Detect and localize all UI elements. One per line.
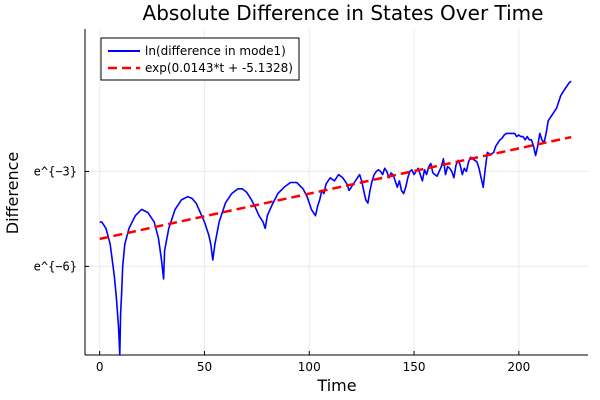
legend-label-0: ln(difference in mode1) (145, 44, 286, 58)
y-axis-label: Difference (3, 152, 22, 234)
x-axis-label: Time (316, 376, 356, 395)
x-tick-label-2: 100 (298, 360, 321, 374)
axes (84, 29, 588, 356)
x-tick-label-3: 150 (403, 360, 426, 374)
chart-title: Absolute Difference in States Over Time (143, 1, 544, 25)
y-ticks: e^{−3} e^{−6} (34, 164, 89, 273)
x-tick-label-0: 0 (96, 360, 104, 374)
legend-box (100, 37, 300, 81)
x-ticks: 0 50 100 150 200 (96, 351, 530, 374)
series-line-0 (99, 80, 572, 356)
legend: ln(difference in mode1) exp(0.0143*t + -… (100, 37, 300, 81)
y-tick-label-1: e^{−6} (34, 259, 77, 273)
x-tick-label-4: 200 (507, 360, 530, 374)
series (99, 80, 572, 356)
grid (85, 29, 588, 355)
legend-label-1: exp(0.0143*t + -5.1328) (145, 61, 293, 75)
series-line-1 (99, 135, 572, 241)
x-tick-label-1: 50 (197, 360, 212, 374)
y-tick-label-0: e^{−3} (34, 164, 77, 178)
